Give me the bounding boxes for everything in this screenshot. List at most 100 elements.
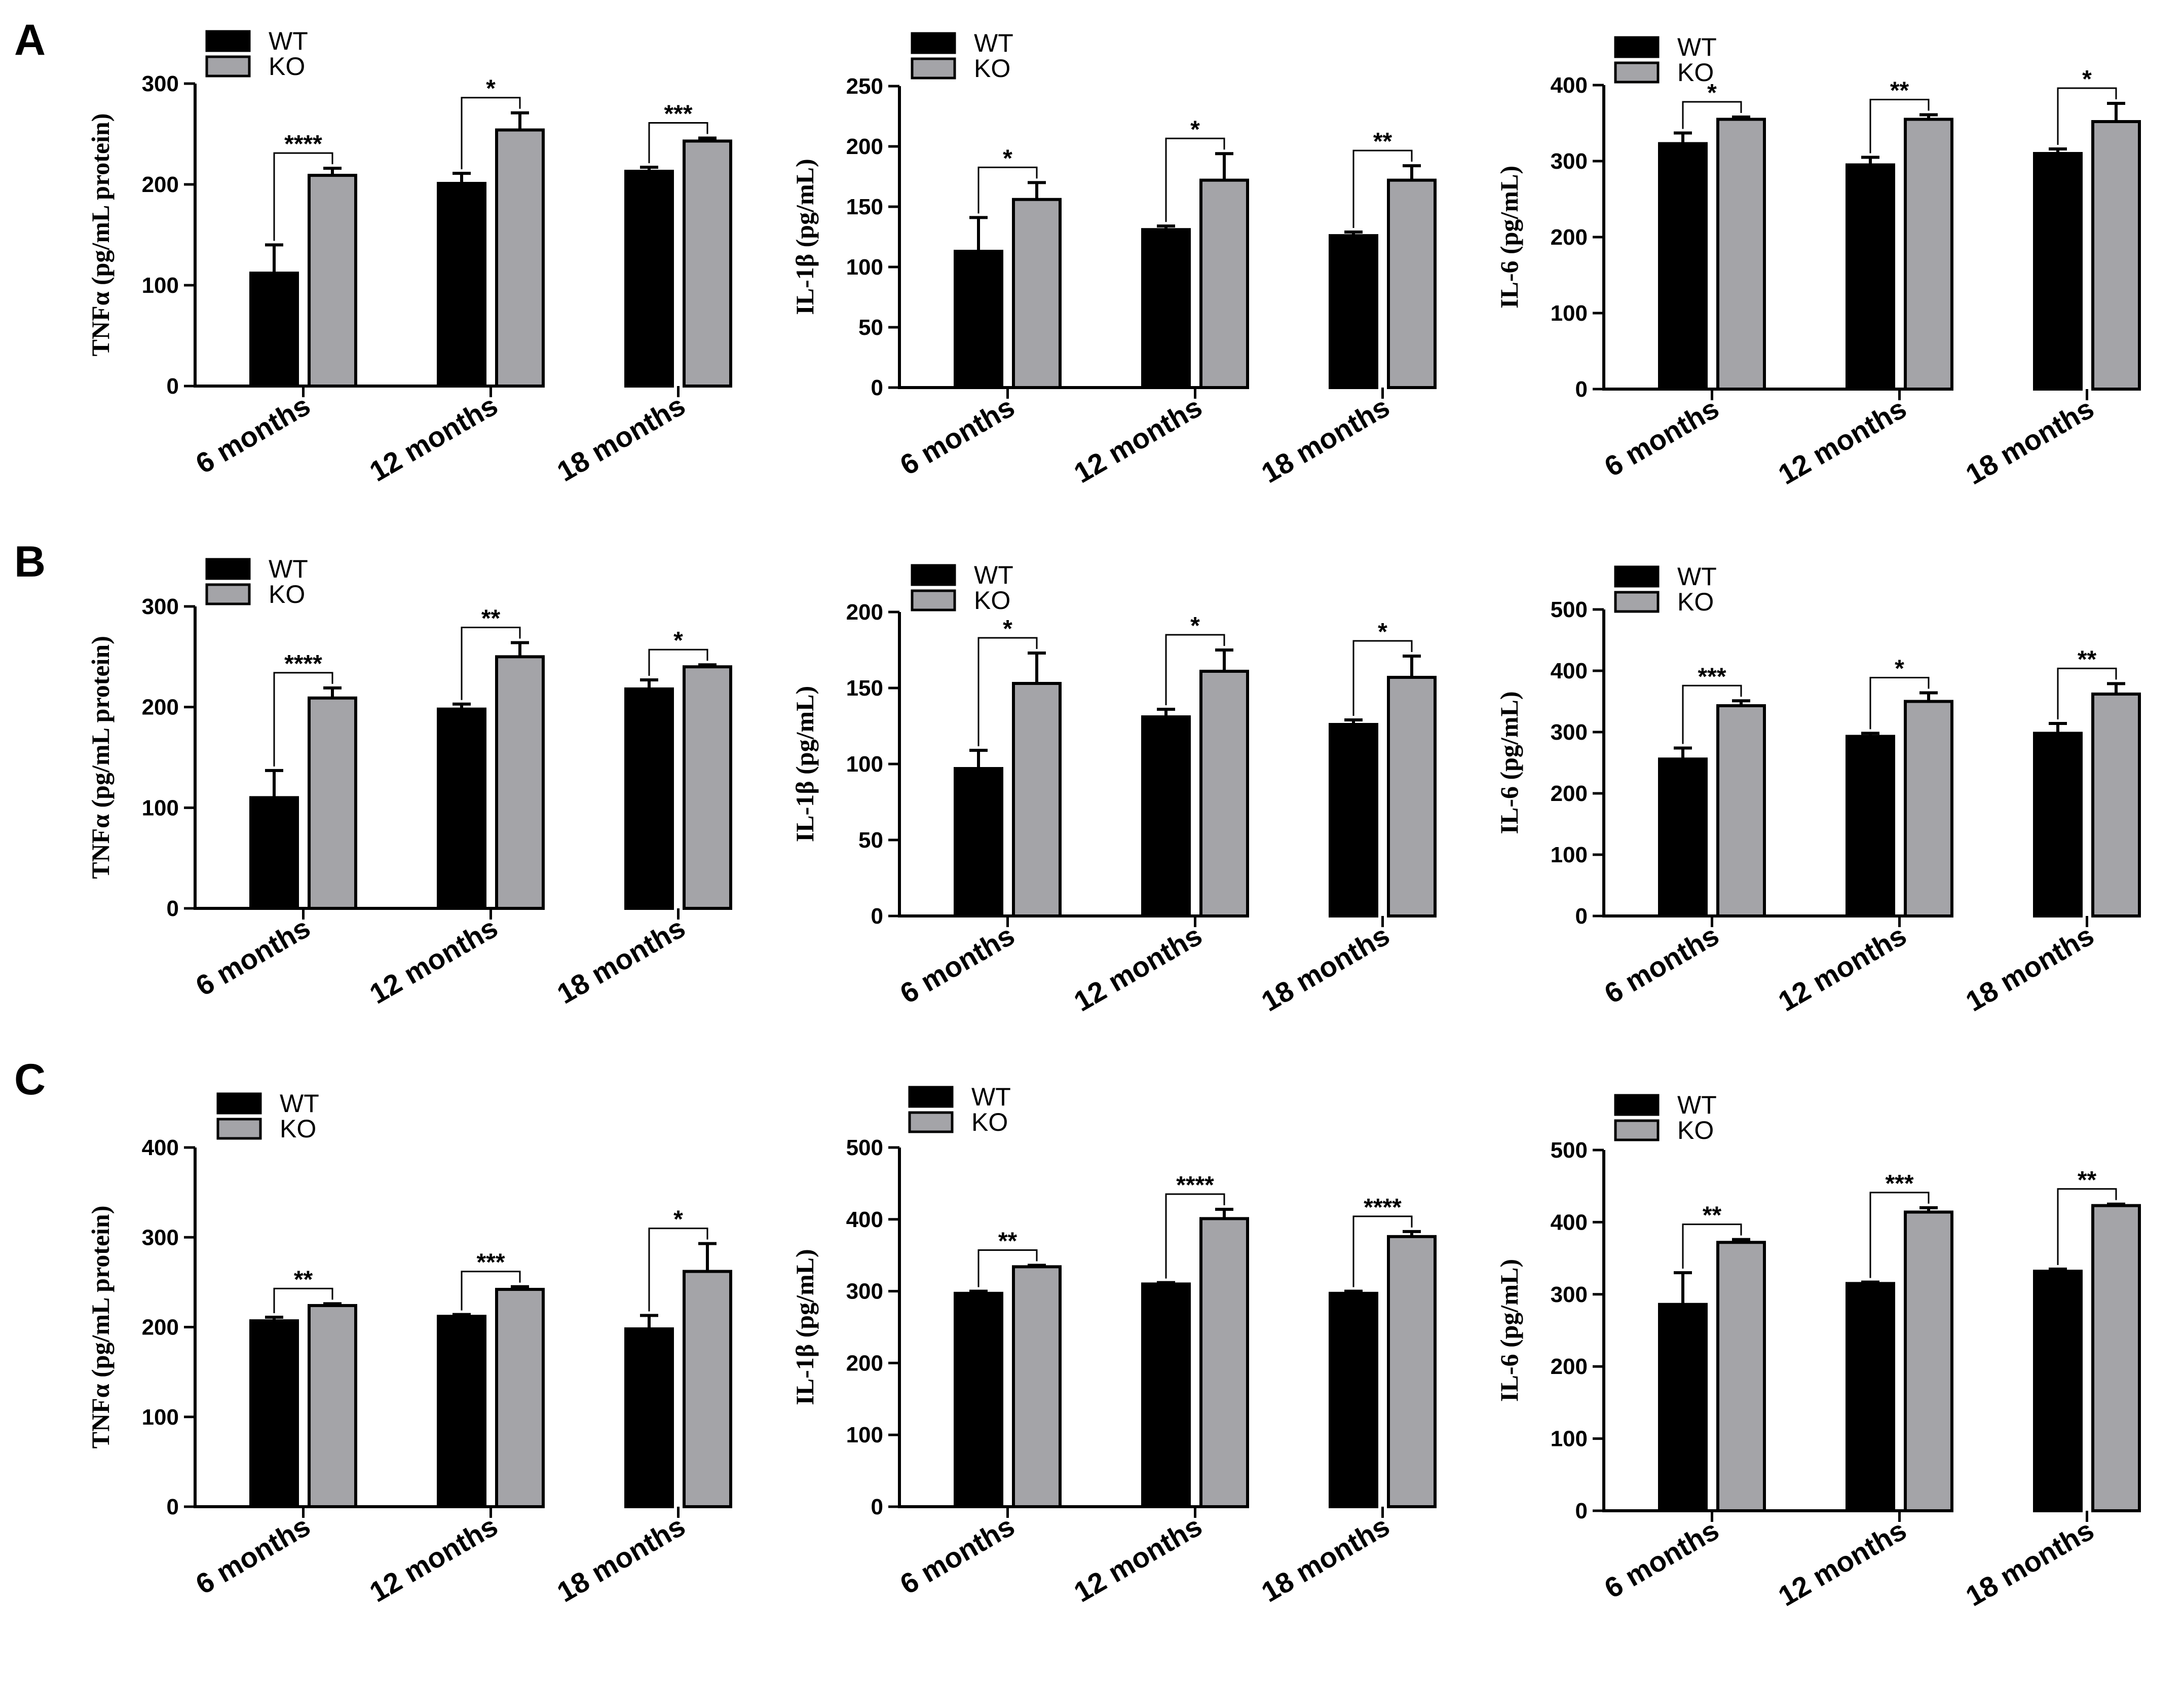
y-tick-label: 300 <box>1551 720 1588 745</box>
y-tick-label: 300 <box>1551 1282 1588 1307</box>
legend-label-wt: WT <box>269 555 308 583</box>
legend-label-ko: KO <box>974 586 1010 615</box>
y-tick-label: 0 <box>871 904 883 929</box>
x-tick-label: 12 months <box>1773 392 1911 491</box>
significance-bracket <box>461 1271 521 1311</box>
y-tick-label: 400 <box>1551 73 1588 98</box>
legend-label-ko: KO <box>1677 588 1714 616</box>
y-tick-label: 0 <box>1575 1499 1588 1523</box>
bar-wt-3 <box>2033 152 2083 391</box>
y-axis-title: IL-6 (pg/mL) <box>1495 166 1523 309</box>
bar-ko-1 <box>1716 704 1766 917</box>
x-tick-label: 18 months <box>551 389 690 488</box>
y-tick-label: 0 <box>167 374 179 399</box>
y-axis-title: IL-6 (pg/mL) <box>1495 692 1523 834</box>
x-tick-label: 12 months <box>1773 919 1911 1018</box>
legend-swatch-ko <box>205 583 251 605</box>
y-tick-label: 400 <box>1551 659 1588 683</box>
y-tick-label: 200 <box>1551 781 1588 806</box>
legend-label-ko: KO <box>971 1108 1008 1136</box>
legend-label-wt: WT <box>974 29 1013 57</box>
significance-bracket <box>2057 667 2117 720</box>
x-tick-label: 18 months <box>1256 1510 1395 1609</box>
x-tick-label: 6 months <box>1599 1514 1724 1604</box>
chart-c-2: 0 100 200 300 400 500 IL-1β (pg/mL) ** 6 months *… <box>790 1083 1437 1609</box>
bar-wt-1 <box>1658 1303 1708 1513</box>
significance-bracket <box>977 637 1038 746</box>
x-tick-label: 6 months <box>1599 919 1724 1010</box>
x-tick-label: 12 months <box>1773 1514 1911 1613</box>
bar-ko-2 <box>1199 178 1249 389</box>
legend-label-ko: KO <box>269 52 305 81</box>
y-tick-label: 200 <box>142 172 179 197</box>
significance-bracket <box>977 166 1038 214</box>
significance-bracket <box>648 1228 708 1312</box>
significance-label: ** <box>1373 128 1392 155</box>
significance-bracket <box>977 1249 1038 1287</box>
bar-ko-2 <box>1904 118 1953 391</box>
x-tick-label: 18 months <box>1960 919 2099 1018</box>
panel-label-b: B <box>14 538 46 586</box>
bar-ko-1 <box>1012 1265 1062 1508</box>
significance-label: * <box>1003 616 1012 642</box>
legend-label-ko: KO <box>974 54 1010 83</box>
bar-ko-1 <box>1012 682 1062 917</box>
y-tick-label: 250 <box>846 74 883 99</box>
y-tick-label: 0 <box>167 1495 179 1519</box>
bar-ko-3 <box>683 139 732 388</box>
significance-label: **** <box>1176 1172 1214 1199</box>
y-tick-label: 0 <box>1575 377 1588 402</box>
y-axis-title: TNFα (pg/mL protein) <box>86 636 115 879</box>
significance-label: * <box>1378 619 1387 645</box>
significance-label: **** <box>284 131 322 158</box>
significance-label: ** <box>998 1228 1018 1255</box>
bar-ko-3 <box>2091 1204 2141 1512</box>
bar-ko-2 <box>495 128 545 388</box>
legend-label-ko: KO <box>1677 1116 1714 1144</box>
significance-bracket <box>273 1287 333 1314</box>
significance-bracket <box>1869 1192 1930 1278</box>
x-tick-label: 18 months <box>1256 391 1395 489</box>
significance-bracket <box>1869 99 1930 154</box>
legend-swatch-wt <box>1614 565 1660 588</box>
legend-swatch-ko <box>216 1118 262 1140</box>
bar-ko-2 <box>1199 1217 1249 1509</box>
significance-bracket <box>1165 137 1225 222</box>
y-tick-label: 100 <box>1551 301 1588 326</box>
bar-wt-1 <box>954 767 1003 917</box>
x-tick-label: 12 months <box>364 389 503 488</box>
y-tick-label: 300 <box>1551 149 1588 174</box>
x-tick-label: 6 months <box>1599 392 1724 483</box>
legend-label-wt: WT <box>974 561 1013 589</box>
y-tick-label: 100 <box>1551 843 1588 867</box>
legend-label-wt: WT <box>1677 1091 1717 1119</box>
y-tick-label: 50 <box>858 315 883 340</box>
y-tick-label: 300 <box>142 71 179 96</box>
legend-label-wt: WT <box>269 27 308 55</box>
x-tick-label: 6 months <box>190 1510 315 1600</box>
legend-swatch-ko <box>1614 591 1660 613</box>
bar-wt-2 <box>1141 228 1191 389</box>
x-tick-label: 6 months <box>190 911 315 1002</box>
legend-swatch-wt <box>205 30 251 52</box>
legend-swatch-wt <box>911 564 956 586</box>
significance-label: * <box>1190 613 1200 639</box>
significance-bracket <box>2057 87 2117 145</box>
legend-swatch-wt <box>911 32 956 54</box>
legend-label-ko: KO <box>280 1115 316 1143</box>
y-tick-label: 200 <box>1551 225 1588 250</box>
bar-wt-3 <box>2033 1270 2083 1512</box>
y-tick-label: 200 <box>846 134 883 159</box>
significance-bracket <box>461 627 521 700</box>
y-tick-label: 150 <box>846 676 883 701</box>
bar-wt-3 <box>1329 234 1378 389</box>
significance-label: * <box>673 1206 683 1233</box>
x-tick-label: 18 months <box>551 911 690 1010</box>
y-tick-label: 100 <box>846 752 883 777</box>
legend-swatch-ko <box>1614 1119 1660 1141</box>
y-tick-label: 50 <box>858 828 883 853</box>
